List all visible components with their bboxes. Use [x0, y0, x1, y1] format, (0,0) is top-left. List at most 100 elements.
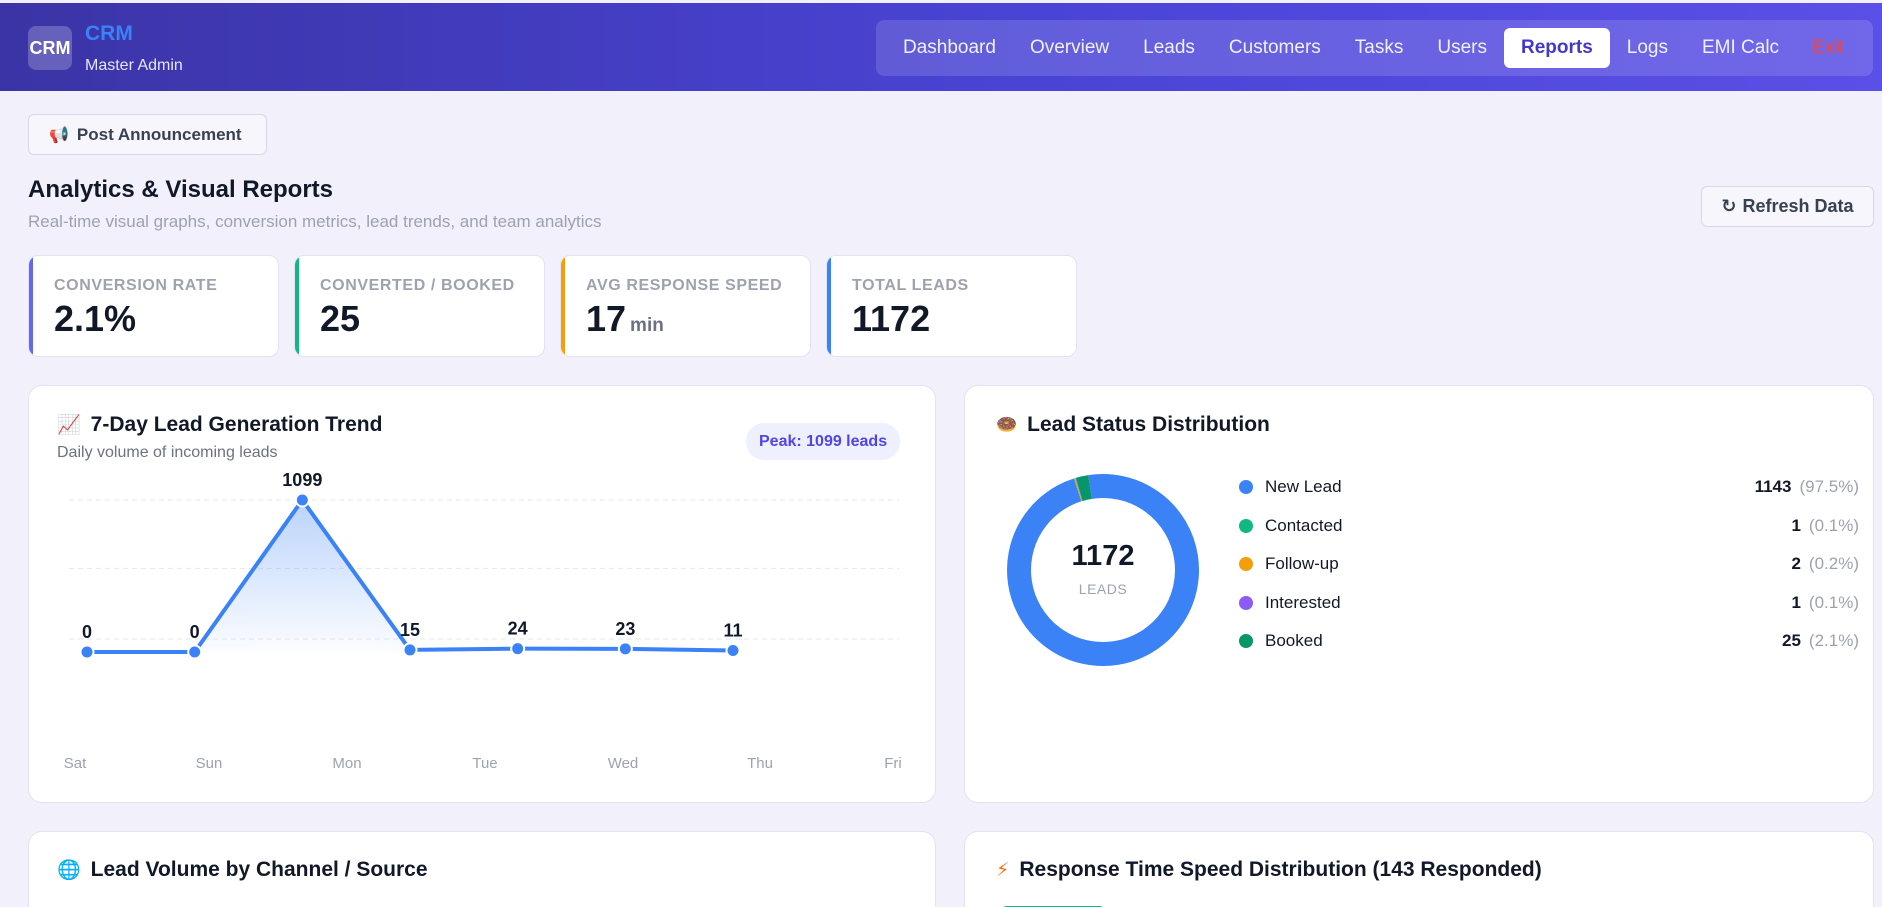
main-nav: Dashboard Overview Leads Customers Tasks… [876, 20, 1873, 76]
legend-count: 1143 [1754, 477, 1792, 496]
legend-dot [1239, 519, 1253, 533]
legend-dot [1239, 557, 1253, 571]
trend-point[interactable] [79, 644, 95, 660]
x-tick-label: Thu [747, 755, 773, 772]
trend-chart: 0 0 1099 15 24 23 11 Sat Sun Mon Tue Wed Thu Fri [64, 470, 902, 772]
stat-unit: min [630, 315, 664, 336]
user-role: Master Admin [85, 57, 183, 74]
refresh-label: Refresh Data [1742, 196, 1854, 216]
legend-label: Booked [1265, 631, 1323, 650]
stat-label: CONVERSION RATE [54, 277, 218, 294]
legend-pct: (0.2%) [1808, 554, 1859, 573]
legend-pct: (0.1%) [1808, 516, 1859, 535]
nav-logs[interactable]: Logs [1626, 37, 1668, 58]
legend-count: 25 [1782, 631, 1801, 650]
legend-label: Contacted [1265, 516, 1343, 535]
status-panel: 🍩 Lead Status Distribution [964, 385, 1874, 803]
legend-dot [1239, 480, 1253, 494]
x-tick-label: Wed [608, 755, 639, 772]
nav-reports[interactable]: Reports [1503, 28, 1610, 68]
legend-item-follow-up: Follow-up 2 (0.2%) [1239, 552, 1859, 576]
stat-value: 25 [320, 298, 361, 339]
data-label: 24 [508, 619, 528, 639]
stat-card-total-leads: TOTAL LEADS 1172 [826, 255, 1077, 357]
data-label: 0 [190, 622, 200, 642]
lightning-icon: ⚡ [996, 859, 1010, 881]
stat-label: AVG RESPONSE SPEED [586, 277, 783, 294]
data-label: 0 [82, 622, 92, 642]
data-label: 11 [723, 620, 742, 640]
megaphone-icon: 📢 [49, 126, 69, 144]
nav-users[interactable]: Users [1437, 37, 1487, 58]
x-tick-label: Fri [884, 755, 902, 772]
stat-value: 17 min [586, 298, 664, 339]
nav-exit[interactable]: Exit [1812, 37, 1844, 58]
trend-point[interactable] [617, 641, 633, 657]
channel-title: 🌐 Lead Volume by Channel / Source [57, 858, 428, 881]
trend-point[interactable] [402, 642, 418, 658]
legend-label: New Lead [1265, 477, 1342, 496]
legend-count: 1 [1791, 593, 1801, 612]
channel-panel: 🌐 Lead Volume by Channel / Source [28, 831, 936, 907]
donut-slice-booked[interactable] [1007, 474, 1199, 666]
legend-pct: (2.1%) [1808, 631, 1859, 650]
trend-title: 📈 7-Day Lead Generation Trend [57, 413, 383, 436]
trend-point[interactable] [294, 492, 310, 508]
legend-item-contacted: Contacted 1 (0.1%) [1239, 514, 1859, 538]
donut-label: LEADS [1078, 581, 1128, 597]
legend-pct: (97.5%) [1799, 477, 1859, 496]
app-name: CRM [85, 22, 133, 45]
donut-center: 1172 LEADS [1033, 540, 1173, 597]
announcement-label: Post Announcement [76, 124, 242, 144]
stat-label: TOTAL LEADS [852, 277, 969, 294]
page-subtitle: Real-time visual graphs, conversion metr… [28, 212, 602, 231]
legend-dot [1239, 596, 1253, 610]
legend-count: 1 [1791, 516, 1801, 535]
legend-item-interested: Interested 1 (0.1%) [1239, 591, 1859, 615]
nav-dashboard[interactable]: Dashboard [903, 37, 996, 58]
refresh-data-button[interactable]: ↻ Refresh Data [1701, 186, 1874, 227]
legend-count: 2 [1791, 554, 1801, 573]
refresh-icon: ↻ [1721, 196, 1737, 216]
donut-icon: 🍩 [996, 415, 1018, 434]
nav-tasks[interactable]: Tasks [1354, 37, 1404, 58]
status-title: 🍩 Lead Status Distribution [996, 413, 1270, 436]
legend-dot [1239, 634, 1253, 648]
post-announcement-button[interactable]: 📢 Post Announcement [28, 114, 267, 155]
legend-label: Follow-up [1265, 554, 1339, 573]
globe-icon: 🌐 [57, 860, 81, 881]
trend-subtitle: Daily volume of incoming leads [57, 444, 278, 461]
trend-panel: 📈 7-Day Lead Generation Trend Daily volu… [28, 385, 936, 803]
page-title: Analytics & Visual Reports [28, 176, 333, 203]
peak-badge: Peak: 1099 leads [746, 423, 901, 460]
x-tick-label: Mon [332, 755, 361, 772]
logo: CRM [28, 26, 72, 70]
donut-chart [1007, 474, 1199, 666]
top-header: CRM CRM Master Admin Dashboard Overview … [0, 3, 1882, 91]
stat-value: 2.1% [54, 298, 137, 339]
trend-area [87, 500, 733, 652]
nav-leads[interactable]: Leads [1143, 37, 1195, 58]
stat-card-converted-booked: CONVERTED / BOOKED 25 [294, 255, 545, 357]
trend-point[interactable] [725, 642, 741, 658]
nav-overview[interactable]: Overview [1029, 37, 1110, 58]
response-panel: ⚡ Response Time Speed Distribution (143 … [964, 831, 1874, 907]
donut-total: 1172 [1071, 540, 1135, 572]
stat-card-conversion-rate: CONVERSION RATE 2.1% [28, 255, 279, 357]
data-label: 23 [615, 619, 635, 639]
nav-customers[interactable]: Customers [1228, 37, 1321, 58]
legend-label: Interested [1265, 593, 1341, 612]
trend-point[interactable] [510, 641, 526, 657]
nav-emi-calc[interactable]: EMI Calc [1701, 37, 1780, 58]
x-tick-label: Sat [64, 755, 87, 772]
data-label: 1099 [282, 470, 322, 490]
x-tick-label: Tue [472, 755, 497, 772]
chart-increasing-icon: 📈 [57, 415, 81, 436]
x-tick-label: Sun [196, 755, 223, 772]
legend-pct: (0.1%) [1808, 593, 1859, 612]
trend-point[interactable] [187, 644, 203, 660]
stat-label: CONVERTED / BOOKED [320, 277, 515, 294]
data-label: 15 [400, 620, 420, 640]
response-title: ⚡ Response Time Speed Distribution (143 … [996, 858, 1542, 881]
legend-item-new-lead: New Lead 1143 (97.5%) [1239, 475, 1859, 499]
